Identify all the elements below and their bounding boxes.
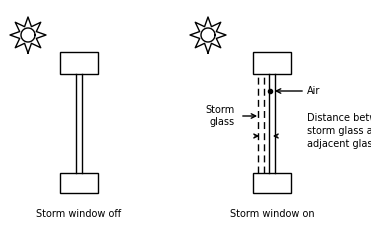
Bar xyxy=(60,52,98,74)
Bar xyxy=(60,173,98,193)
Text: Storm window off: Storm window off xyxy=(36,209,122,219)
Bar xyxy=(253,52,291,74)
Bar xyxy=(253,173,291,193)
Text: Distance between
storm glass and
adjacent glass: Distance between storm glass and adjacen… xyxy=(307,113,371,149)
Text: Storm
glass: Storm glass xyxy=(206,105,235,127)
Text: Air: Air xyxy=(307,86,321,96)
Text: Storm window on: Storm window on xyxy=(230,209,314,219)
